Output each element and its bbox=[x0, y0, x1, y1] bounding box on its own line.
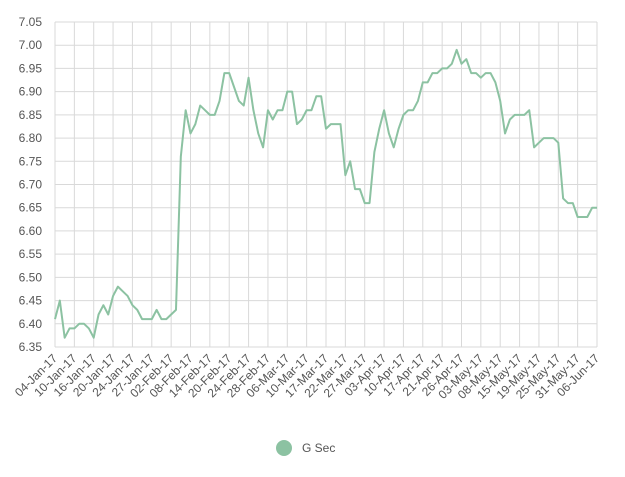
y-tick-label: 6.70 bbox=[19, 178, 43, 192]
y-tick-label: 6.35 bbox=[19, 340, 43, 354]
y-tick-label: 6.60 bbox=[19, 224, 43, 238]
y-tick-label: 7.05 bbox=[19, 15, 43, 29]
legend-marker bbox=[276, 440, 292, 456]
y-tick-label: 6.40 bbox=[19, 317, 43, 331]
y-tick-label: 7.00 bbox=[19, 38, 43, 52]
y-tick-label: 6.45 bbox=[19, 294, 43, 308]
y-tick-label: 6.95 bbox=[19, 61, 43, 75]
y-tick-label: 6.85 bbox=[19, 108, 43, 122]
legend-label: G Sec bbox=[302, 441, 335, 455]
y-tick-label: 6.75 bbox=[19, 154, 43, 168]
data-line bbox=[54, 48, 597, 339]
y-tick-label: 6.55 bbox=[19, 247, 43, 261]
y-tick-label: 6.65 bbox=[19, 201, 43, 215]
y-tick-label: 6.80 bbox=[19, 131, 43, 145]
y-tick-label: 6.50 bbox=[19, 270, 43, 284]
y-tick-label: 6.90 bbox=[19, 85, 43, 99]
